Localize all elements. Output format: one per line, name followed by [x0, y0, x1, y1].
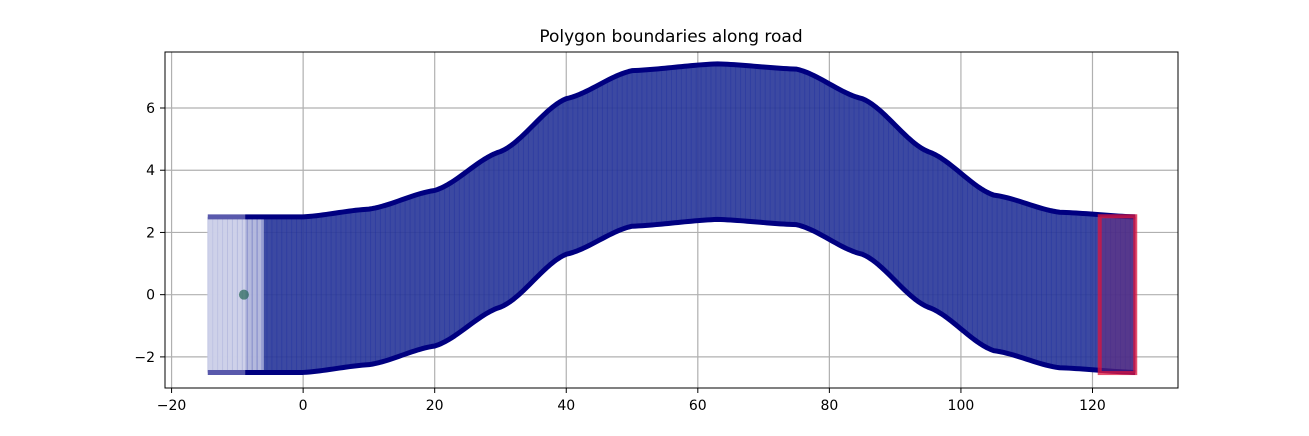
plot-area	[206, 61, 1138, 378]
x-tick-label: 80	[820, 398, 838, 414]
upper-boundary	[207, 61, 1136, 220]
marker-point	[238, 289, 249, 300]
x-tick-label: 0	[299, 398, 308, 414]
y-tick-label: 4	[146, 163, 155, 179]
start-polygon-overlay	[206, 212, 246, 378]
y-tick-label: −2	[134, 350, 155, 366]
x-tick-label: −20	[157, 398, 187, 414]
y-tick-label: 2	[146, 225, 155, 241]
x-axis: −20 0 20 40 60 80 100 120	[157, 388, 1106, 414]
y-tick-label: 6	[146, 101, 155, 117]
x-tick-label: 100	[948, 398, 975, 414]
x-tick-label: 40	[557, 398, 575, 414]
y-tick-label: 0	[146, 288, 155, 304]
y-axis: −2 0 2 4 6	[134, 101, 165, 366]
start-fade-region	[207, 216, 264, 373]
lower-boundary	[207, 216, 1136, 375]
chart-title: Polygon boundaries along road	[539, 27, 802, 47]
road-fill	[207, 63, 1136, 373]
final-polygon	[1097, 214, 1138, 376]
plot-frame	[164, 51, 1179, 389]
x-tick-label: 60	[689, 398, 707, 414]
x-tick-label: 120	[1079, 398, 1106, 414]
x-tick-label: 20	[426, 398, 444, 414]
